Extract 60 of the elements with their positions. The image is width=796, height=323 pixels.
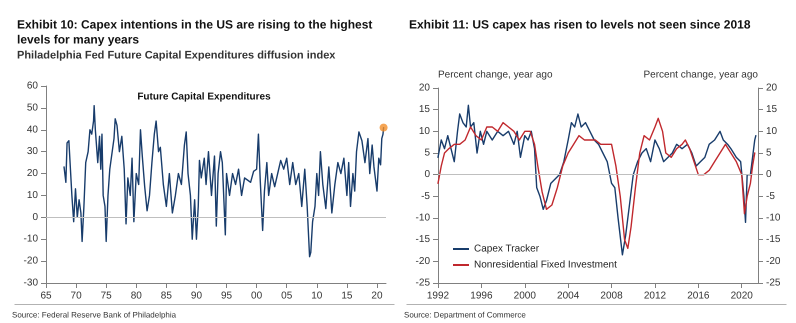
x-tick-label: 20 [371, 290, 383, 302]
y-tick-label: 50 [26, 102, 38, 114]
y-tick-label: -15 [416, 234, 430, 246]
y-tick-label: -20 [416, 256, 430, 267]
x-tick-label: 1992 [426, 290, 450, 302]
x-tick-label: 00 [251, 290, 263, 302]
x-tick-label: 2016 [687, 290, 710, 302]
x-tick-label: 15 [341, 290, 353, 302]
x-tick-label: 95 [220, 290, 233, 302]
chart-title: Exhibit 11: US capex has risen to levels not seen since 2018 [409, 18, 751, 32]
y-tick-label: -20 [24, 256, 38, 267]
x-tick-label: 80 [130, 290, 142, 302]
y-tick-label: -10 [416, 212, 430, 224]
x-tick-label: 2012 [644, 290, 667, 302]
y2-tick-label: -5 [766, 190, 776, 202]
chart-subtitle: Philadelphia Fed Future Capital Expenditures diffusion index [17, 50, 336, 62]
y-tick-label: 60 [26, 80, 38, 92]
y-tick-label: -10 [24, 234, 38, 245]
x-tick-label: 85 [160, 290, 172, 302]
y-tick-label: 0 [424, 169, 430, 180]
y-tick-label: 15 [418, 104, 430, 116]
x-tick-label: 75 [100, 290, 112, 302]
x-tick-label: 65 [40, 290, 52, 302]
x-tick-label: 2004 [557, 290, 580, 302]
x-tick-label: 2008 [600, 290, 624, 302]
x-tick-label: 10 [311, 290, 323, 302]
y-tick-label: 10 [26, 190, 38, 201]
y-tick-label: 0 [32, 212, 38, 223]
x-tick-label: 70 [70, 290, 82, 302]
legend-label: Nonresidential Fixed Investment [474, 260, 618, 270]
y2-tick-label: 5 [766, 148, 772, 158]
y-tick-label: 20 [26, 168, 38, 180]
y2-tick-label: 20 [766, 82, 778, 94]
legend-label: Capex Tracker [474, 244, 540, 254]
y-tick-label: 10 [418, 126, 430, 137]
y2-tick-label: 10 [766, 126, 778, 137]
y2-tick-label: 0 [766, 169, 772, 180]
y-tick-label: 5 [424, 148, 430, 158]
x-tick-label: 1996 [470, 290, 493, 302]
y-axis-title: Percent change, year ago [438, 70, 553, 80]
y-tick-label: 20 [418, 82, 430, 94]
y-tick-label: 40 [26, 124, 38, 136]
y-tick-label: -30 [24, 278, 38, 288]
source-note: Source: Department of Commerce [404, 310, 526, 320]
x-tick-label: 90 [190, 290, 202, 302]
y2-tick-label: -10 [766, 212, 781, 224]
chart-title: Exhibit 10: Capex intentions in the US are rising to the highest levels for many years [17, 18, 376, 46]
annotation: Future Capital Expenditures [137, 92, 272, 102]
y-tick-label: 30 [26, 146, 38, 158]
y2-tick-label: -15 [766, 234, 781, 246]
x-tick-label: 2020 [730, 290, 754, 302]
y-tick-label: -5 [421, 190, 430, 202]
y2-axis-title: Percent change, year ago [643, 70, 758, 80]
y2-tick-label: 15 [766, 104, 778, 116]
x-tick-label: 2000 [514, 290, 536, 302]
x-tick-label: 05 [281, 290, 293, 302]
y2-tick-label: -25 [766, 278, 781, 288]
y2-tick-label: -20 [766, 256, 781, 267]
source-note: Source: Federal Reserve Bank of Philadelphia [12, 310, 177, 320]
y-tick-label: -25 [416, 278, 430, 288]
